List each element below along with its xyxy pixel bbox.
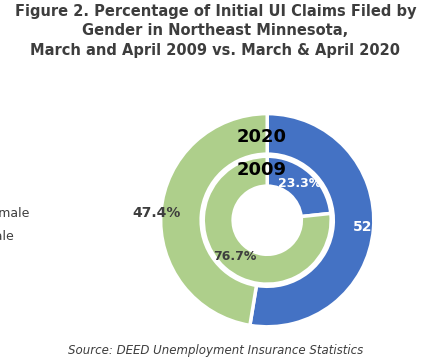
Text: Figure 2. Percentage of Initial UI Claims Filed by
Gender in Northeast Minnesota: Figure 2. Percentage of Initial UI Claim… — [15, 4, 415, 58]
Legend: Female, Male: Female, Male — [0, 207, 30, 243]
Text: Source: DEED Unemployment Insurance Statistics: Source: DEED Unemployment Insurance Stat… — [68, 344, 362, 357]
Wedge shape — [249, 114, 373, 327]
Text: 2020: 2020 — [237, 128, 286, 146]
Text: 76.7%: 76.7% — [212, 250, 255, 263]
Text: 2009: 2009 — [237, 161, 286, 179]
Text: 47.4%: 47.4% — [132, 206, 181, 220]
Wedge shape — [267, 156, 330, 217]
Wedge shape — [203, 156, 330, 284]
Text: 52.6%: 52.6% — [353, 220, 401, 234]
Text: 23.3%: 23.3% — [278, 177, 321, 190]
Wedge shape — [160, 114, 267, 325]
